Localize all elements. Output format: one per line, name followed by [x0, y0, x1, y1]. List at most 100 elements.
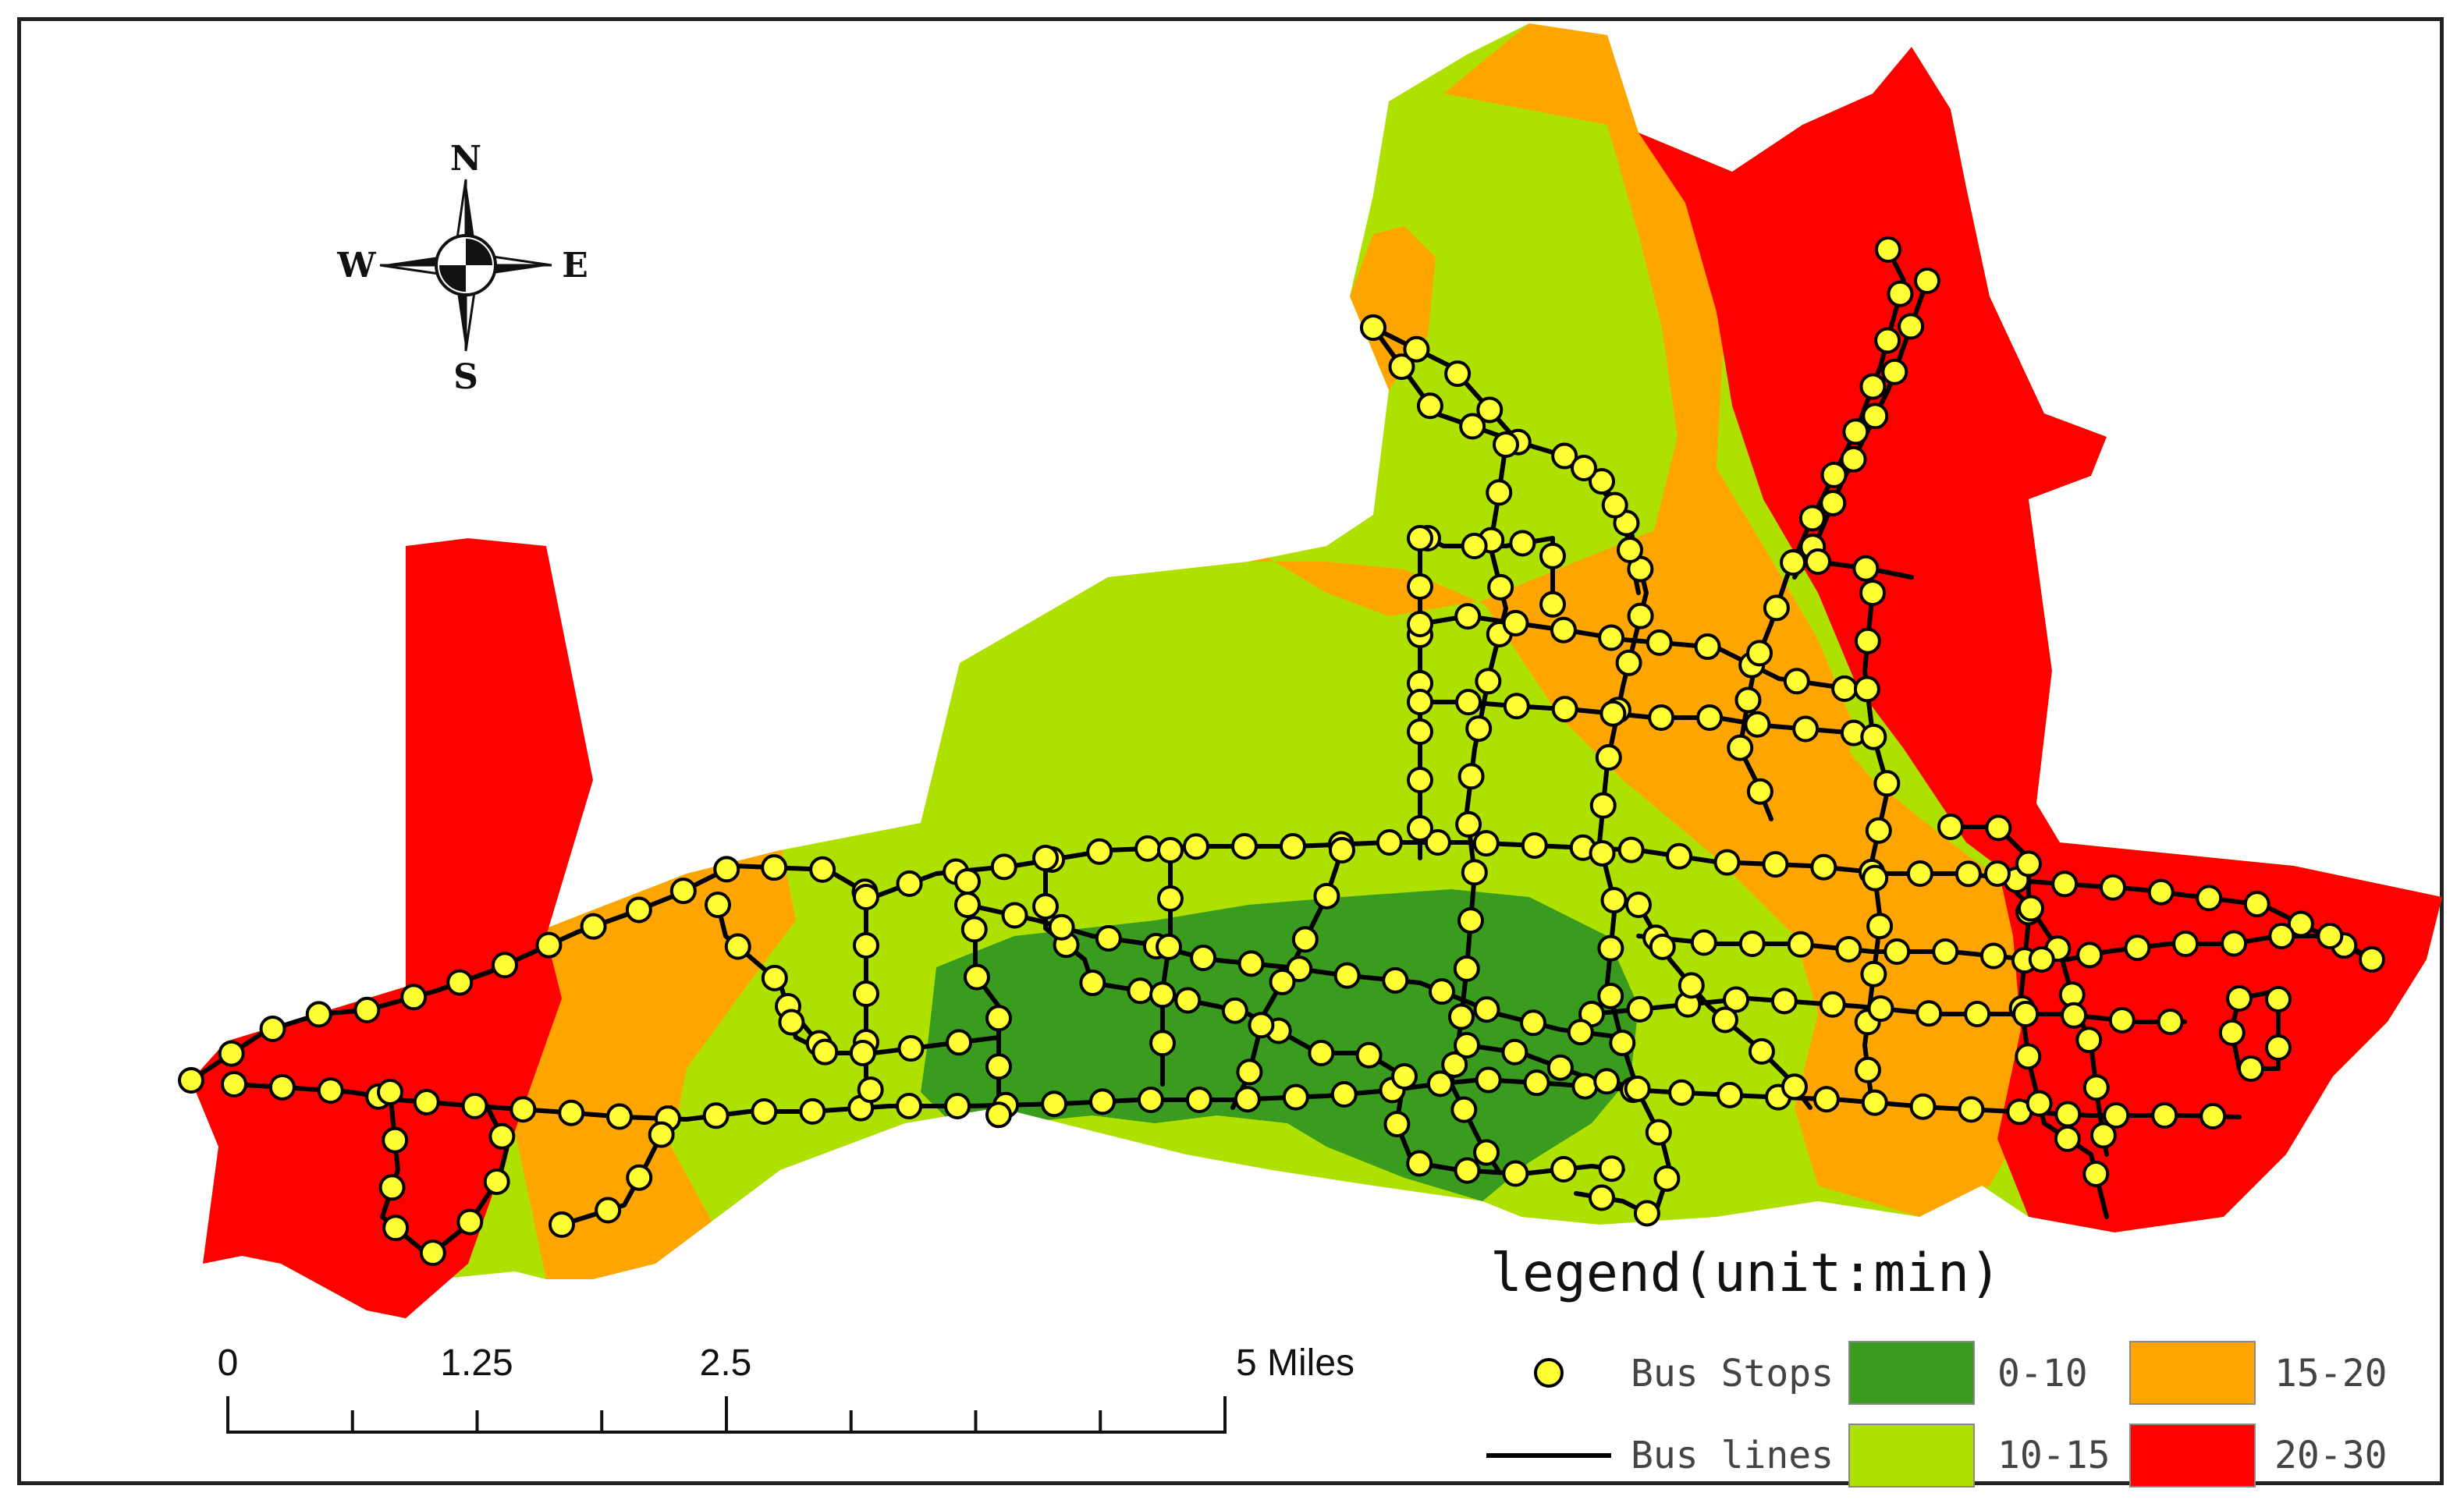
zone-20-30-northeast: [1639, 47, 2107, 866]
bus-stop: [456, 1208, 484, 1236]
bus-stop: [2359, 946, 2385, 973]
bus-stop: [1597, 982, 1624, 1009]
legend-swatch-10-15: [1848, 1424, 1975, 1487]
bus-stop: [1487, 573, 1514, 601]
bus-stop: [1127, 977, 1154, 1005]
bus-stop: [595, 1197, 622, 1224]
bus-stop: [1388, 353, 1415, 381]
scale-label-3: 5 Miles: [1236, 1342, 1354, 1384]
bus-stop: [1862, 864, 1889, 892]
bus-stop: [2265, 1034, 2292, 1062]
bus-stop: [1668, 1079, 1695, 1106]
bus-stop: [1551, 442, 1578, 470]
west-red-zone: [191, 538, 593, 1318]
bus-stop: [1955, 860, 1982, 888]
bus-stop: [857, 1076, 884, 1104]
bus-stop: [1780, 549, 1807, 576]
bus-stop: [849, 1040, 876, 1066]
bus-stop: [1185, 1087, 1212, 1113]
bus-stops: [178, 236, 2385, 1267]
bus-stop: [1465, 715, 1493, 743]
bus-stop: [1407, 718, 1433, 745]
bus-stop: [259, 1015, 286, 1042]
bus-stop: [509, 1096, 537, 1123]
bus-stop: [1457, 763, 1485, 790]
bus-stop: [1875, 236, 1901, 263]
bus-stop: [1230, 833, 1258, 860]
bus-stop: [1391, 1063, 1418, 1090]
bus-stop: [1190, 945, 1217, 972]
bus-stop: [2054, 1125, 2081, 1152]
bus-stop: [1550, 1155, 1578, 1183]
bus-stop: [1840, 445, 1867, 473]
bus-stop: [1149, 1030, 1176, 1057]
bus-stop: [353, 996, 381, 1023]
bus-stop: [669, 878, 697, 905]
bus-stop: [2243, 891, 2271, 918]
bus-stop: [1539, 590, 1566, 618]
bus-stop: [2199, 1103, 2227, 1130]
bus-stop: [809, 856, 836, 883]
bus-stop: [985, 1005, 1012, 1032]
bus-stop: [1859, 373, 1887, 400]
bus-stop: [1979, 942, 2007, 970]
bus-stop: [1598, 1155, 1625, 1183]
bus-stop: [1550, 616, 1577, 644]
bus-stop: [1812, 1086, 1840, 1113]
bus-stop: [1653, 1165, 1681, 1192]
bus-stop: [1382, 966, 1409, 994]
legend: legend(unit:min) Bus Stops Bus lines 0-1…: [1486, 1243, 2388, 1487]
bus-stop: [1330, 1081, 1358, 1108]
legend-label-15-20: 15-20: [2274, 1352, 2388, 1395]
bus-stop: [1626, 995, 1653, 1023]
bus-stop: [1453, 955, 1480, 982]
bus-stop: [1282, 1083, 1309, 1111]
bus-stop: [535, 931, 563, 959]
bus-stop: [1748, 1037, 1775, 1065]
bus-stop: [1475, 1066, 1502, 1094]
bus-stop: [1595, 744, 1622, 771]
bus-stop: [1898, 313, 1925, 340]
bus-stop: [1032, 845, 1059, 871]
bus-stop: [2196, 885, 2223, 912]
bus-stop: [1571, 455, 1597, 481]
bus-stop: [2089, 1122, 2117, 1149]
bus-stop: [713, 856, 740, 883]
bus-stop: [1860, 960, 1887, 988]
bus-stop: [2082, 1160, 2110, 1187]
bus-stop: [1279, 833, 1306, 860]
bus-stop: [1820, 489, 1847, 516]
legend-swatch-0-10: [1848, 1341, 1975, 1405]
bus-stop: [2317, 923, 2344, 949]
bus-stop: [1157, 837, 1184, 863]
legend-label-20-30: 20-30: [2274, 1434, 2388, 1477]
bus-stop: [2103, 1102, 2130, 1129]
bus-stop: [1407, 573, 1433, 600]
bus-stop: [1738, 931, 1766, 957]
bus-stop: [1746, 778, 1773, 805]
bus-stop: [1874, 327, 1901, 354]
bus-stop: [446, 969, 474, 996]
bus-stop: [2172, 931, 2199, 957]
bus-stop: [799, 1097, 826, 1125]
bus-stop: [178, 1067, 204, 1094]
bus-stop: [2015, 850, 2042, 878]
bus-stop: [761, 964, 788, 991]
bus-stop: [761, 854, 788, 881]
bus-stop: [1666, 842, 1693, 870]
bus-stop: [1589, 839, 1616, 867]
bus-stop: [1236, 1058, 1263, 1086]
bus-stop: [1601, 491, 1628, 519]
bus-stop: [606, 1103, 634, 1130]
bus-stop: [1329, 837, 1355, 863]
bus-stop: [1646, 629, 1673, 656]
bus-stop: [1407, 525, 1433, 551]
bus-stop: [419, 1239, 446, 1267]
bus-stop: [1407, 767, 1433, 793]
bus-stop: [1454, 689, 1482, 716]
bus-stop: [2218, 1019, 2246, 1046]
bus-stop: [1501, 1038, 1528, 1066]
bus-stop: [1873, 770, 1901, 797]
bus-stop: [1486, 479, 1513, 506]
bus-stop: [1333, 962, 1361, 989]
